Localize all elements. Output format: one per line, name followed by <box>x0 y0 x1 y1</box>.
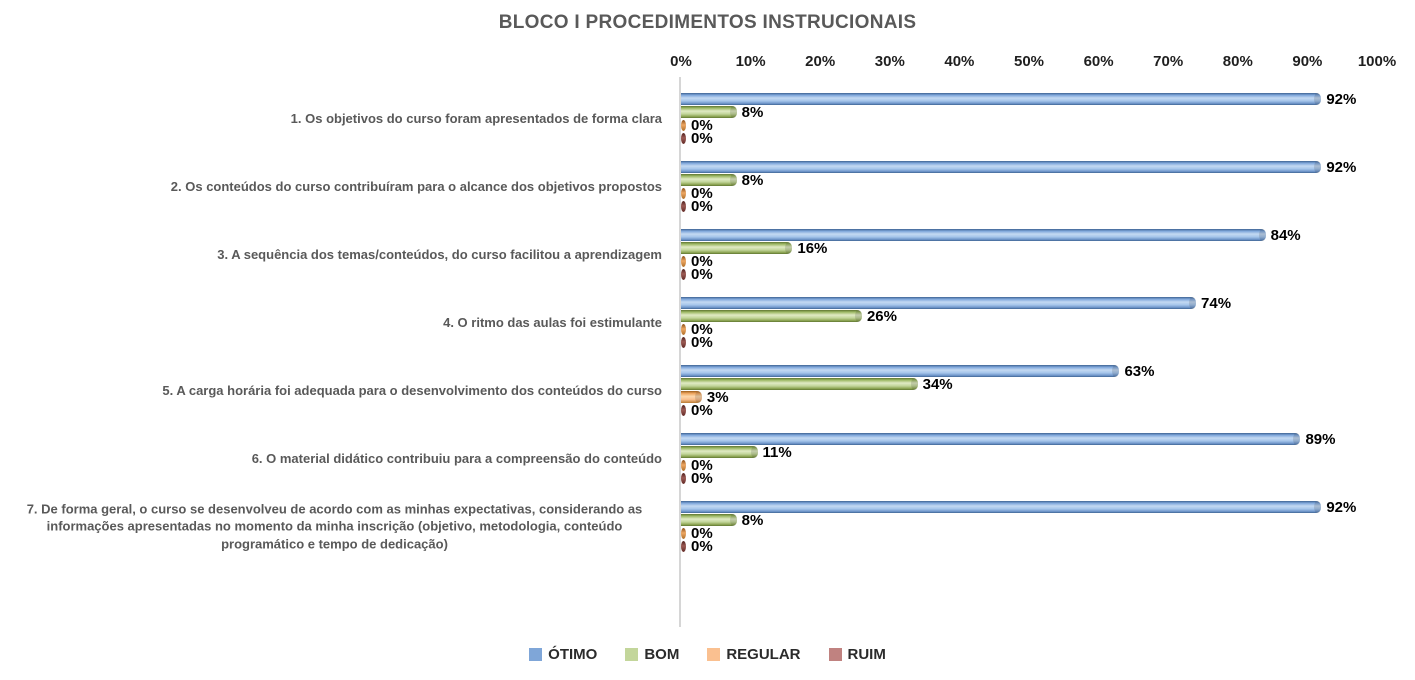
x-axis-tick: 50% <box>1013 53 1045 70</box>
x-axis-tick: 20% <box>805 53 836 70</box>
bar-otimo <box>681 229 1266 241</box>
bar-bom <box>681 310 862 322</box>
value-label: 89% <box>1305 431 1336 448</box>
legend-label: ÓTIMO <box>548 646 598 663</box>
bar-ruim <box>681 133 686 144</box>
y-axis-line <box>679 77 681 627</box>
x-axis-tick: 10% <box>735 53 766 70</box>
value-label: 0% <box>691 457 713 474</box>
category-label: 2. Os conteúdos do curso contribuíram pa… <box>170 178 662 194</box>
bar-bom <box>681 106 737 118</box>
x-axis-tick: 80% <box>1222 53 1253 70</box>
legend-item-otimo: ÓTIMO <box>529 646 597 663</box>
bar-otimo <box>681 433 1301 445</box>
value-label: 0% <box>691 117 713 134</box>
value-label: 0% <box>691 266 713 283</box>
bar-regular <box>681 324 686 335</box>
value-label: 16% <box>797 240 828 257</box>
value-label: 92% <box>1326 159 1357 176</box>
value-label: 0% <box>691 334 713 351</box>
bar-bom <box>681 174 737 186</box>
category-label: 3. A sequência dos temas/conteúdos, do c… <box>217 246 662 262</box>
bar-otimo <box>681 501 1322 513</box>
bar-ruim <box>681 405 686 416</box>
value-label: 74% <box>1201 295 1232 312</box>
x-axis-tick: 0% <box>670 53 692 70</box>
value-label: 0% <box>691 185 713 202</box>
bar-regular <box>681 120 686 131</box>
bar-regular <box>681 256 686 267</box>
value-label: 8% <box>741 512 764 529</box>
legend-swatch-regular <box>707 648 721 661</box>
value-label: 0% <box>691 402 713 419</box>
x-axis: 0% 10% 20% 30% 40% 50% 60% 70% 80% 90% 100% <box>0 53 1415 73</box>
value-label: 0% <box>691 130 713 147</box>
value-label: 0% <box>691 253 713 270</box>
bar-ruim <box>681 473 686 484</box>
bar-ruim <box>681 337 686 348</box>
legend-label: RUIM <box>847 646 886 663</box>
bar-ruim <box>681 541 686 552</box>
value-label: 92% <box>1326 499 1357 516</box>
x-axis-tick: 90% <box>1292 53 1323 70</box>
x-axis-tick: 30% <box>874 53 905 70</box>
bar-otimo <box>681 297 1197 309</box>
bar-regular <box>681 188 686 199</box>
legend-swatch-ruim <box>828 648 842 661</box>
x-axis-tick: 70% <box>1153 53 1184 70</box>
bar-otimo <box>681 93 1322 105</box>
x-axis-tick: 40% <box>944 53 975 70</box>
bar-regular <box>681 391 702 403</box>
bar-otimo <box>681 161 1322 173</box>
legend-swatch-otimo <box>529 648 543 661</box>
value-label: 8% <box>741 172 764 189</box>
value-label: 0% <box>691 538 713 555</box>
value-label: 0% <box>691 321 713 338</box>
category-label: 7. De forma geral, o curso se desenvolve… <box>26 501 643 552</box>
bar-otimo <box>681 365 1120 377</box>
value-label: 92% <box>1326 91 1357 108</box>
value-label: 34% <box>922 376 953 393</box>
legend-item-regular: REGULAR <box>707 646 801 663</box>
legend-item-bom: BOM <box>625 646 679 663</box>
legend-item-ruim: RUIM <box>828 646 886 663</box>
category-label: 5. A carga horária foi adequada para o d… <box>162 382 662 398</box>
value-label: 11% <box>762 444 792 461</box>
bar-regular <box>681 528 686 539</box>
value-label: 0% <box>691 470 713 487</box>
x-axis-tick: 100% <box>1357 53 1397 70</box>
legend-swatch-bom <box>625 648 639 661</box>
bar-ruim <box>681 201 686 212</box>
legend-label: BOM <box>644 646 680 663</box>
bar-bom <box>681 514 737 526</box>
category-label: 1. Os objetivos do curso foram apresenta… <box>290 110 662 126</box>
x-axis-tick: 60% <box>1083 53 1114 70</box>
chart-title: BLOCO I PROCEDIMENTOS INSTRUCIONAIS <box>498 12 917 33</box>
bar-bom <box>681 242 793 254</box>
bar-bom <box>681 378 918 390</box>
value-label: 3% <box>706 389 729 406</box>
value-label: 0% <box>691 525 713 542</box>
legend-label: REGULAR <box>726 646 801 663</box>
bar-regular <box>681 460 686 471</box>
value-label: 84% <box>1270 227 1301 244</box>
legend: ÓTIMO BOM REGULAR RUIM <box>0 646 1415 663</box>
value-label: 8% <box>741 104 764 121</box>
value-label: 63% <box>1124 363 1155 380</box>
category-label: 4. O ritmo das aulas foi estimulante <box>443 314 662 330</box>
value-label: 0% <box>691 198 713 215</box>
category-label: 6. O material didático contribuiu para a… <box>251 450 662 466</box>
bar-bom <box>681 446 758 458</box>
value-label: 26% <box>866 308 897 325</box>
bar-ruim <box>681 269 686 280</box>
